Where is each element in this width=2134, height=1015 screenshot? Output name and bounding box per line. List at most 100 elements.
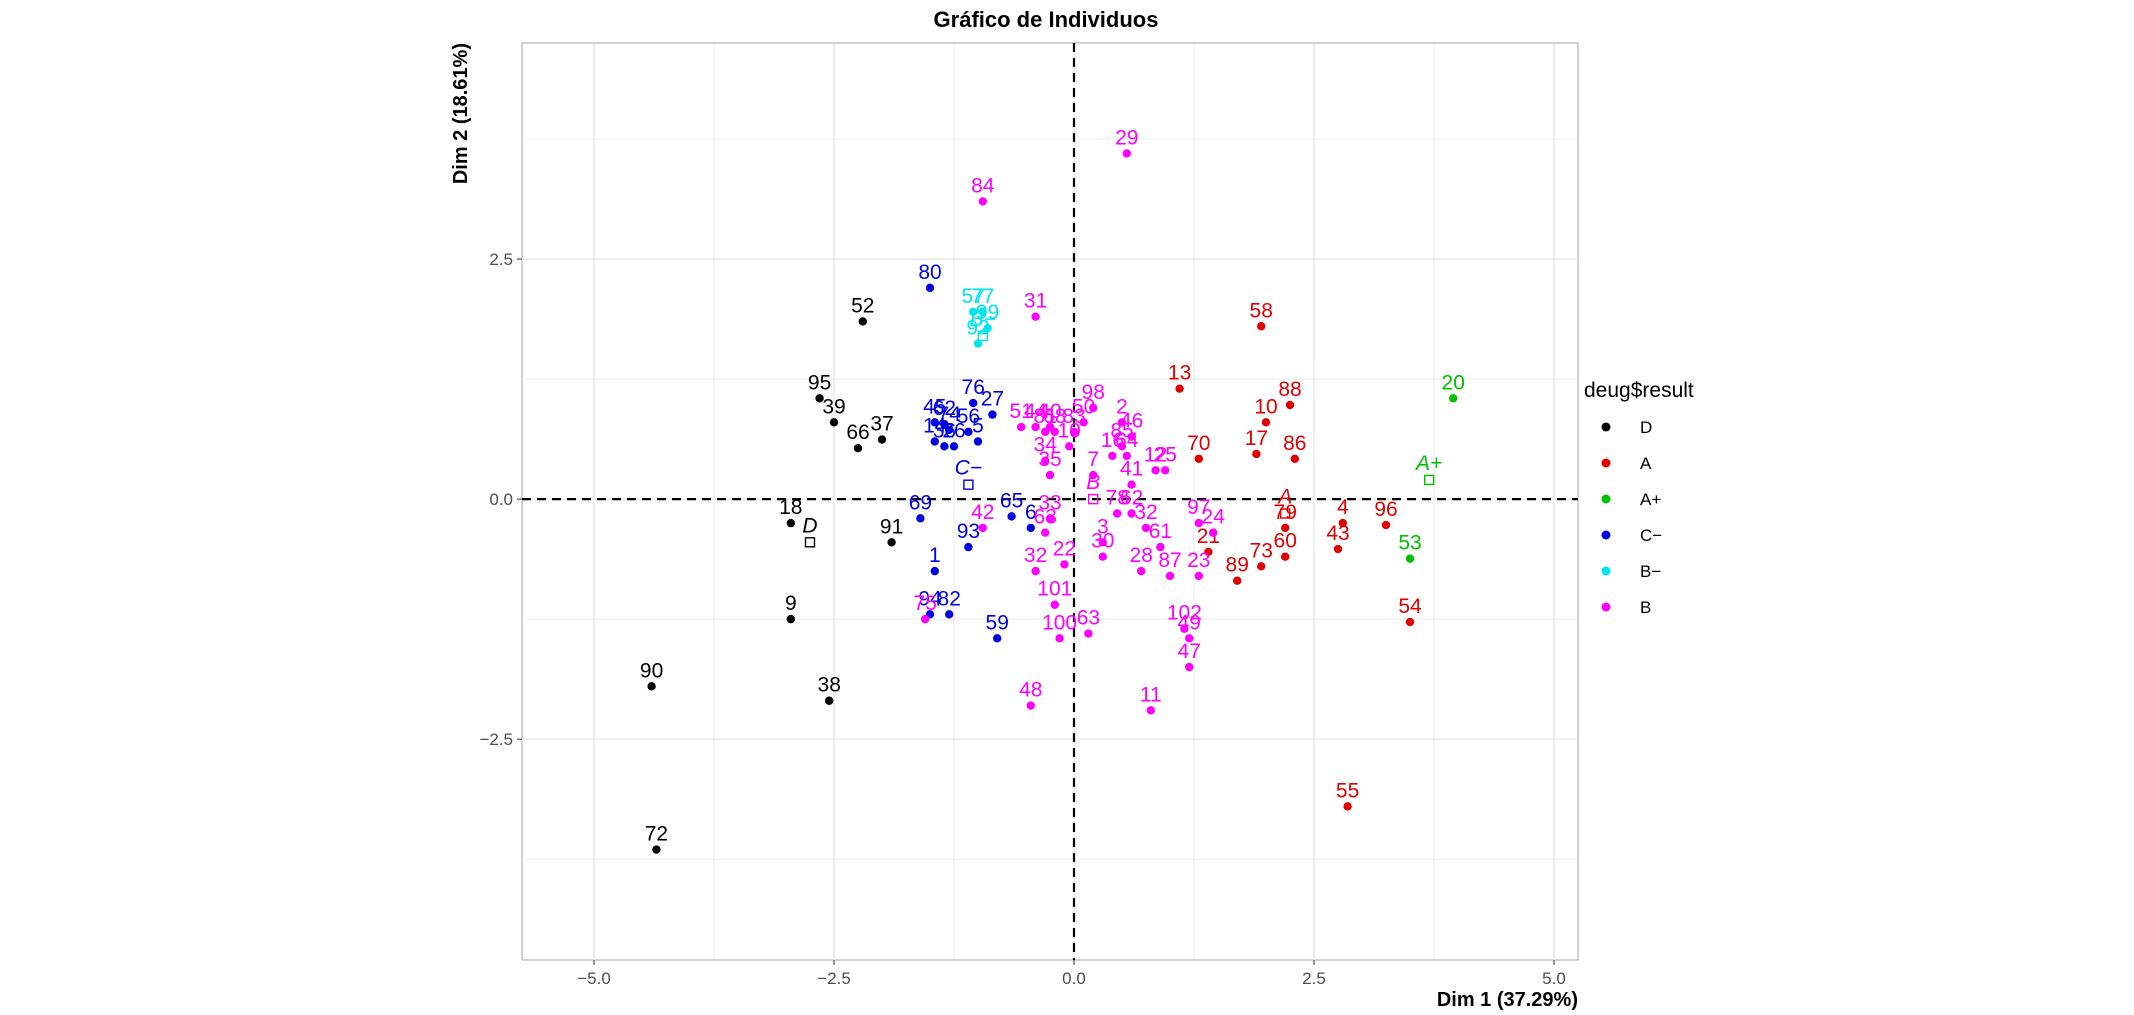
data-point (945, 610, 954, 619)
data-point (949, 442, 959, 451)
data-point-label: 40 (1038, 400, 1061, 423)
data-point (1098, 538, 1108, 547)
data-point-label: 59 (986, 611, 1009, 634)
legend-key (1601, 602, 1611, 612)
data-point (1050, 427, 1060, 437)
data-point-label: 38 (818, 674, 841, 697)
data-point-label: 27 (981, 388, 1004, 411)
data-point (925, 283, 935, 293)
data-point-label: 12 (1144, 443, 1167, 466)
data-point (1045, 470, 1055, 480)
data-point-label: 94 (918, 587, 942, 610)
data-point-label: 63 (1034, 506, 1057, 529)
data-point-label: 51 (1010, 400, 1033, 423)
data-point-label: 17 (1245, 427, 1268, 450)
data-point-label: 46 (1120, 410, 1143, 433)
data-point (1127, 509, 1136, 518)
data-point-label: 62 (1120, 487, 1143, 510)
data-point-label: 28 (1130, 544, 1153, 567)
data-point (1041, 427, 1050, 437)
data-point-label: 13 (1168, 362, 1191, 385)
data-point-label: 44 (1024, 400, 1048, 423)
data-point (1060, 560, 1069, 569)
data-point (1194, 571, 1204, 581)
x-tick-label: 2.5 (1302, 969, 1326, 988)
data-point (853, 444, 863, 453)
data-point-label: 3 (1097, 515, 1109, 538)
y-tick-label: 0.0 (489, 490, 513, 509)
data-point-label: 84 (971, 174, 995, 197)
data-point (1165, 571, 1175, 581)
data-point (1122, 149, 1132, 158)
data-point-label: 6 (1025, 501, 1037, 524)
data-point (1113, 509, 1122, 518)
data-point (1141, 523, 1151, 533)
legend-key (1601, 458, 1611, 468)
data-point (983, 323, 992, 333)
legend-key (1601, 494, 1611, 504)
data-point (1017, 422, 1026, 432)
data-point-label: 82 (938, 587, 961, 610)
data-point (1405, 554, 1415, 563)
data-point-label: 72 (645, 823, 668, 846)
data-point (1281, 523, 1290, 533)
data-point (930, 566, 939, 576)
data-point-label: 16 (1101, 429, 1124, 452)
data-point-label: 50 (1072, 395, 1095, 418)
data-point-label: 68 (1043, 405, 1066, 428)
data-point (1252, 449, 1261, 459)
data-point-label: 47 (1178, 640, 1201, 663)
data-point-label: 73 (1250, 539, 1273, 562)
legend-title: deug$result (1584, 379, 1694, 402)
plot-panel (521, 42, 1579, 961)
legend-key (1601, 566, 1611, 576)
data-point-label: 43 (1326, 522, 1349, 545)
data-point-label: 69 (909, 491, 932, 514)
data-point (969, 307, 978, 317)
legend-label: A+ (1640, 490, 1661, 509)
data-point-label: 26 (942, 419, 965, 442)
data-point-label: 91 (880, 515, 903, 538)
data-point-label: 55 (1336, 779, 1359, 802)
centroid-marker (963, 479, 974, 490)
data-point (1338, 518, 1348, 528)
data-point-label: 39 (822, 395, 845, 418)
data-point (1108, 451, 1117, 461)
data-point-label: 24 (1202, 506, 1226, 529)
data-point-label: 4 (1337, 496, 1349, 519)
data-point (978, 307, 987, 317)
data-point (964, 542, 973, 552)
data-point-label: 88 (1278, 378, 1301, 401)
data-point-label: 81 (1034, 405, 1057, 428)
data-point (921, 614, 930, 624)
data-point-label: 80 (918, 261, 941, 284)
x-tick-label: −5.0 (577, 969, 611, 988)
data-point-label: 42 (971, 501, 994, 524)
centroid-label: D (802, 514, 817, 537)
legend-label: A (1640, 454, 1652, 473)
data-point (1137, 566, 1146, 576)
data-point-label: 97 (1187, 496, 1210, 519)
data-point-label: 95 (808, 371, 831, 394)
data-point-label: 102 (1167, 602, 1202, 625)
data-point (786, 614, 795, 624)
data-point-label: 41 (1120, 458, 1143, 481)
data-point (887, 538, 896, 547)
y-tick-label: −2.5 (479, 730, 513, 749)
data-point (1449, 394, 1458, 403)
data-point (1117, 442, 1127, 451)
data-point-label: 54 (1398, 595, 1422, 618)
data-point-label: 14 (923, 414, 947, 437)
data-point (1180, 624, 1189, 633)
data-point-label: 93 (957, 520, 980, 543)
centroid-label: C− (955, 457, 982, 480)
data-point (1031, 312, 1040, 321)
reference-lines (522, 43, 1578, 960)
data-point-label: 30 (1091, 530, 1114, 553)
data-point-label: 31 (1024, 290, 1047, 313)
data-point-label: 25 (1154, 443, 1177, 466)
data-point-label: 70 (1187, 432, 1210, 455)
